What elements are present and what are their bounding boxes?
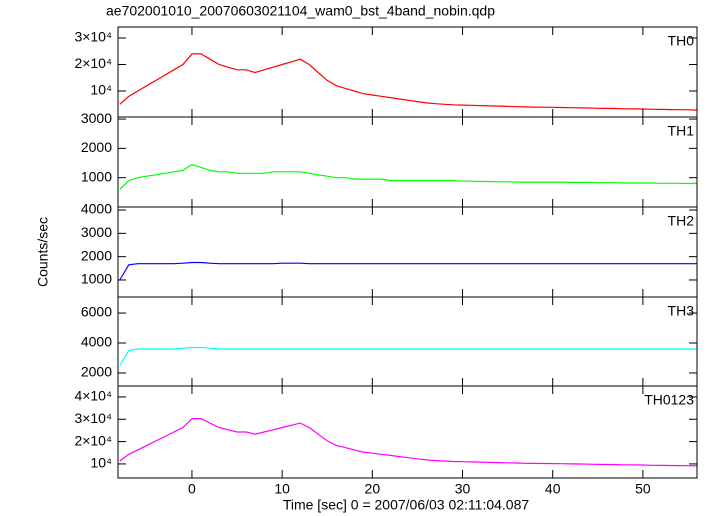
x-tick-label: 50 [635,481,651,497]
y-tick-label: 2000 [81,247,112,263]
y-tick-label: 2000 [81,364,112,380]
y-tick-label: 3000 [81,110,112,126]
x-tick-label: 30 [455,481,471,497]
y-tick-label: 1000 [81,168,112,184]
x-tick-label: 40 [545,481,561,497]
x-axis-label: Time [sec] 0 = 2007/06/03 02:11:04.087 [283,497,530,513]
data-line [119,418,698,467]
panel-label: TH0123 [644,392,694,408]
panel-label: TH2 [668,213,695,229]
y-tick-label: 6000 [81,304,112,320]
data-line [119,346,697,366]
y-tick-label: 1000 [81,271,112,287]
y-tick-label: 3×10⁴ [74,29,112,45]
y-axis-label: Counts/sec [35,217,51,287]
panel-label: TH3 [668,303,695,319]
x-tick-label: 20 [365,481,381,497]
y-tick-label: 4×10⁴ [74,388,112,404]
y-tick-label: 2×10⁴ [74,432,112,448]
x-tick-label: 0 [188,481,196,497]
panel-frame [117,296,698,387]
y-tick-label: 4000 [81,201,112,217]
data-line [119,163,697,190]
panel-frame [117,116,698,208]
y-tick-label: 4000 [81,334,112,350]
panel-frame [117,26,698,118]
data-line [119,261,697,281]
panel-frame [117,206,698,298]
panel-label: TH1 [668,123,695,139]
y-tick-label: 10⁴ [90,455,112,471]
data-line [119,53,698,111]
y-tick-label: 3×10⁴ [74,410,112,426]
x-tick-label: 10 [274,481,290,497]
y-tick-label: 2000 [81,139,112,155]
panel-frame [117,385,698,479]
y-tick-label: 2×10⁴ [74,55,112,71]
y-tick-label: 10⁴ [90,82,112,98]
y-tick-label: 3000 [81,224,112,240]
chart-title: ae702001010_20070603021104_wam0_bst_4ban… [106,3,495,19]
panel-label: TH0 [668,33,695,49]
